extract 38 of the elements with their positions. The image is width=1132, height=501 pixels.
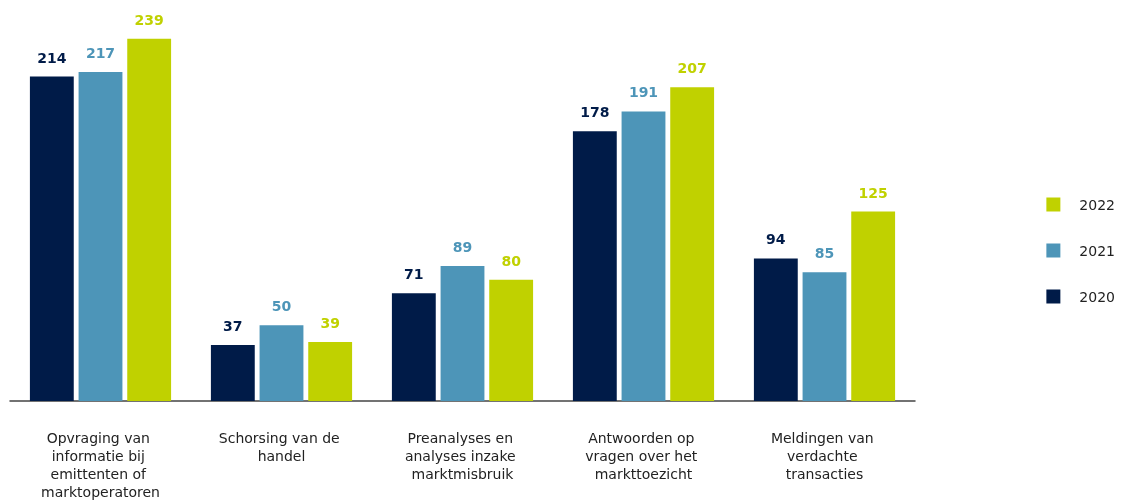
data-label: 94 [766,231,786,248]
bar [621,111,666,401]
data-label: 71 [404,266,424,283]
data-label: 37 [223,317,243,334]
bar [210,344,255,401]
data-label: 50 [271,298,292,315]
x-tick-label: Schorsing van de handel [218,430,345,464]
bar [308,341,353,401]
bar [670,87,715,401]
data-label: 217 [85,45,116,62]
data-label: 239 [134,11,164,28]
data-label: 191 [628,84,659,101]
bar [127,38,172,401]
data-label: 207 [677,60,707,77]
data-label: 85 [814,245,835,262]
data-label: 80 [501,252,522,269]
bar [851,211,896,401]
data-label: 39 [320,314,340,331]
x-tick-label: Preanalyses en analyses inzake marktmisbruik [404,430,521,482]
x-tick-label: Antwoorden op vragen over het markttoezicht [585,430,702,482]
bar [29,76,74,401]
legend-label: 2020 [1079,288,1116,305]
bar [391,293,436,401]
data-label: 125 [858,184,888,201]
legend-label: 2022 [1079,196,1116,213]
bar [78,72,123,401]
data-label: 214 [37,49,67,66]
x-tick-label: Meldingen van verdachte transacties [770,430,879,482]
bar [489,279,534,401]
bar [572,131,617,401]
x-tick-label: Opvraging van informatie bij emittenten of marktoperatoren [41,430,160,500]
data-label: 178 [580,104,610,121]
data-label: 89 [452,239,473,256]
bar [802,272,847,401]
bar [259,325,304,401]
bar [753,258,798,401]
bar [440,266,485,401]
legend-label: 2021 [1079,242,1116,259]
